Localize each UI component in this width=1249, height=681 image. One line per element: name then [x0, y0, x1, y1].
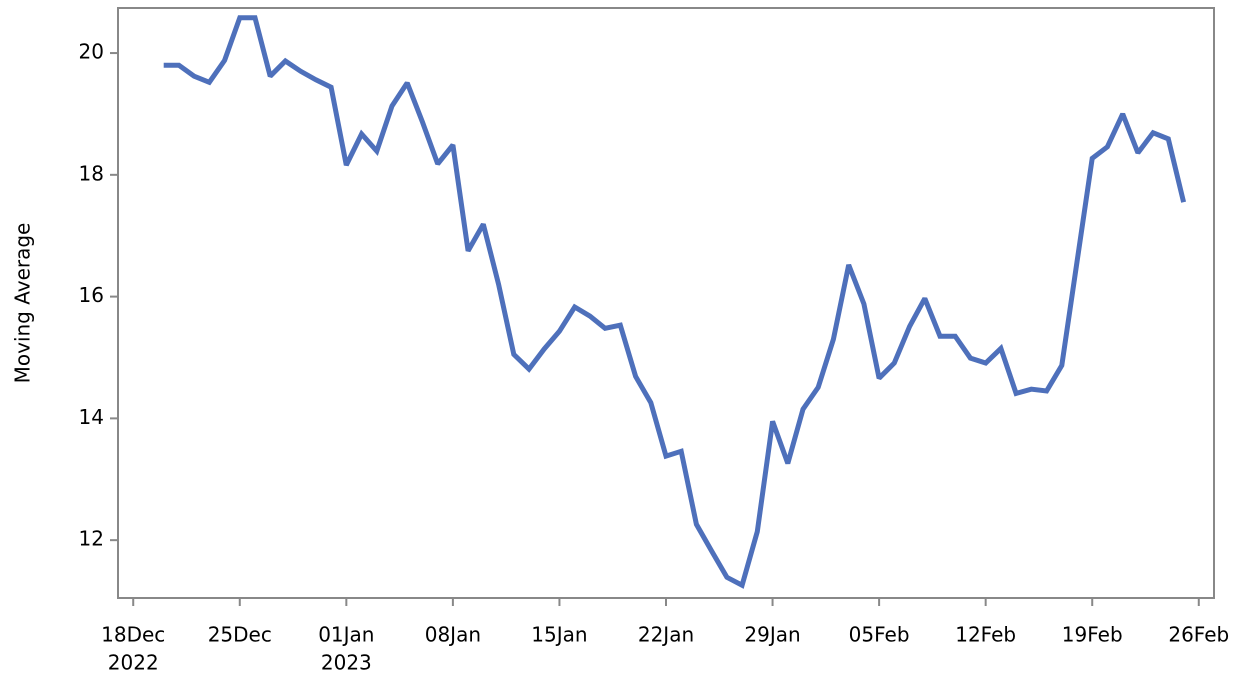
y-tick-label: 16 — [79, 283, 104, 307]
x-tick-label: 25Dec — [208, 623, 272, 647]
x-tick-label: 05Feb — [849, 623, 910, 647]
x-tick-label: 19Feb — [1062, 623, 1123, 647]
x-tick-year: 2022 — [108, 651, 159, 675]
x-tick-label: 12Feb — [955, 623, 1016, 647]
line — [163, 15, 1187, 589]
y-tick-label: 18 — [79, 161, 104, 185]
y-tick-label: 12 — [79, 527, 104, 551]
y-tick-label: 14 — [79, 405, 104, 429]
y-tick-label: 20 — [79, 40, 104, 64]
x-tick-label: 29Jan — [744, 623, 800, 647]
x-tick-label: 18Dec — [101, 623, 165, 647]
y-axis-label: Moving Average — [11, 223, 35, 384]
x-tick-label: 26Feb — [1168, 623, 1229, 647]
plot-frame — [117, 7, 1215, 599]
x-tick-label: 08Jan — [425, 623, 481, 647]
x-tick-label: 15Jan — [531, 623, 587, 647]
x-tick-year: 2023 — [321, 651, 372, 675]
x-tick-label: 22Jan — [638, 623, 694, 647]
x-tick-label: 01Jan — [318, 623, 374, 647]
